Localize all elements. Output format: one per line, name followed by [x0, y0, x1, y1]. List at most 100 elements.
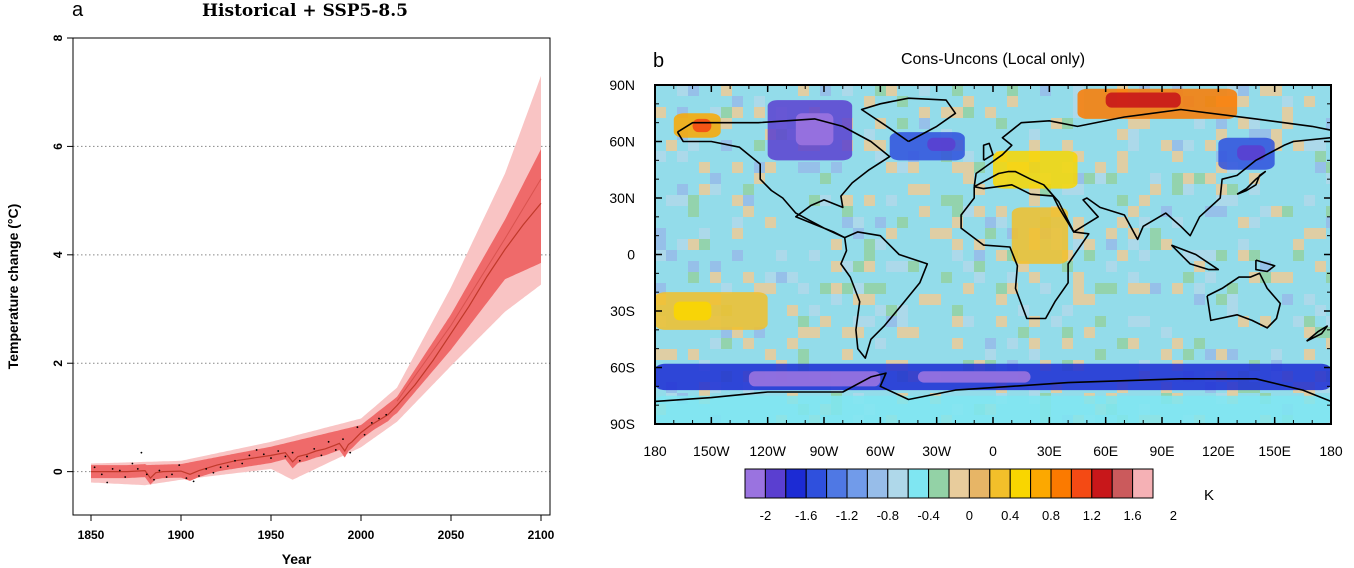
field-cell [875, 151, 886, 162]
lat-tick-label: 90N [609, 77, 635, 93]
field-cell [765, 217, 776, 228]
field-cell [688, 261, 699, 272]
field-cell [1282, 107, 1293, 118]
field-cell [1326, 206, 1331, 217]
field-cell [886, 85, 897, 96]
y-tick-label: 6 [51, 143, 65, 150]
field-cell [941, 272, 952, 283]
field-cell [1271, 206, 1282, 217]
x-tick-label: 1900 [168, 528, 195, 542]
field-cell [952, 162, 963, 173]
field-cell [1095, 316, 1106, 327]
field-cell [1227, 195, 1238, 206]
field-cell [919, 118, 930, 129]
field-cell [666, 140, 677, 151]
field-cell [1040, 184, 1051, 195]
field-cell [655, 250, 666, 261]
coastline [1255, 259, 1276, 273]
observation-point [136, 468, 139, 470]
colorbar-swatch [989, 468, 1011, 499]
field-cell [886, 228, 897, 239]
observation-point [212, 471, 215, 474]
field-cell [688, 239, 699, 250]
field-cell [875, 140, 886, 151]
field-cell [886, 162, 897, 173]
field-cell [710, 173, 721, 184]
anomaly-core [927, 137, 956, 151]
field-cell [952, 195, 963, 206]
field-cell [809, 162, 820, 173]
field-cell [655, 283, 666, 294]
field-cell [1139, 217, 1150, 228]
coastline [973, 108, 1332, 241]
field-cell [721, 140, 732, 151]
field-cell [919, 85, 930, 96]
field-cell [1018, 327, 1029, 338]
field-cell [908, 327, 919, 338]
field-cell [853, 327, 864, 338]
field-cell [1227, 349, 1238, 360]
field-cell [1238, 250, 1249, 261]
field-cell [864, 316, 875, 327]
field-cell [1128, 272, 1139, 283]
field-cell [1139, 118, 1150, 129]
field-cell [996, 118, 1007, 129]
field-cell [897, 316, 908, 327]
coastline [654, 372, 1332, 403]
field-cell [985, 349, 996, 360]
field-cell [1040, 85, 1051, 96]
field-cell [721, 85, 732, 96]
anomaly-core [917, 371, 1031, 383]
field-cell [721, 338, 732, 349]
field-cell [798, 349, 809, 360]
field-cell [1315, 140, 1326, 151]
field-cell [930, 228, 941, 239]
field-cell [1062, 140, 1073, 151]
field-cell [1271, 140, 1282, 151]
field-cell [853, 261, 864, 272]
field-cell [974, 162, 985, 173]
field-cell [1062, 327, 1073, 338]
field-cell [666, 349, 677, 360]
field-cell [1183, 140, 1194, 151]
field-cell [1205, 349, 1216, 360]
colorbar-label: 0.8 [1042, 508, 1060, 523]
field-cell [974, 261, 985, 272]
colorbar-swatch [866, 468, 889, 499]
field-cell [1051, 316, 1062, 327]
field-cell [1282, 294, 1293, 305]
observation-point [277, 450, 280, 452]
colorbar-swatch [846, 468, 868, 499]
field-cell [655, 107, 666, 118]
field-cell [1326, 316, 1331, 327]
field-cell [1150, 173, 1161, 184]
field-cell [765, 349, 776, 360]
x-tick-label: 2050 [438, 528, 465, 542]
coastline [982, 142, 994, 161]
field-cell [952, 107, 963, 118]
field-cell [952, 338, 963, 349]
field-cell [1315, 261, 1326, 272]
field-cell [1084, 250, 1095, 261]
field-cell [1139, 283, 1150, 294]
field-cell [809, 327, 820, 338]
y-tick-label: 0 [51, 468, 65, 475]
lon-tick-label: 60E [1093, 443, 1118, 459]
field-cell [897, 96, 908, 107]
field-cell [1260, 85, 1271, 96]
field-cell [1304, 327, 1315, 338]
field-cell [776, 250, 787, 261]
field-cell [864, 294, 875, 305]
x-tick-label: 2000 [348, 528, 375, 542]
field-cell [754, 107, 765, 118]
field-cell [1238, 85, 1249, 96]
field-cell [1073, 272, 1084, 283]
field-cell [875, 305, 886, 316]
field-cell [1227, 305, 1238, 316]
observation-point [192, 480, 195, 483]
anomaly-region [1011, 207, 1069, 264]
lon-tick-label: 120E [1202, 443, 1235, 459]
field-cell [1304, 349, 1315, 360]
colorbar-label: -0.4 [917, 508, 939, 523]
field-cell [655, 349, 666, 360]
